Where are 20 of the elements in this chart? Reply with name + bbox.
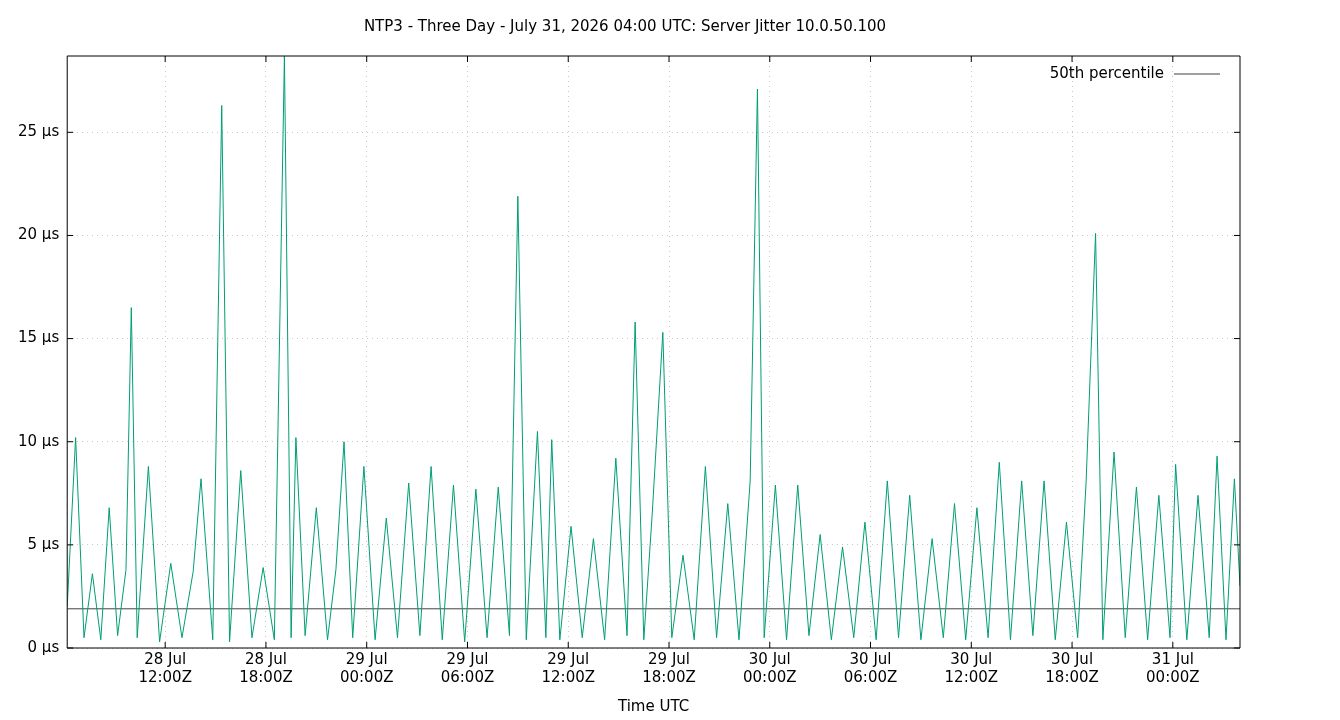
y-tick-label: 25 µs: [17, 122, 60, 141]
x-axis-title: Time UTC: [617, 696, 690, 715]
y-tick-label: 15 µs: [17, 328, 60, 347]
x-tick-label: 28 Jul 18:00Z: [239, 649, 293, 686]
x-tick-label: 31 Jul 00:00Z: [1146, 649, 1200, 686]
x-tick-label: 29 Jul 00:00Z: [339, 649, 394, 686]
x-tick-label: 30 Jul 12:00Z: [944, 649, 999, 686]
x-tick-label: 28 Jul 12:00Z: [138, 649, 192, 686]
x-tick-label: 29 Jul 12:00Z: [541, 649, 595, 686]
y-tick-label: 10 µs: [17, 431, 60, 450]
y-tick-label: 5 µs: [27, 534, 60, 553]
x-tick-label: 30 Jul 06:00Z: [843, 649, 898, 686]
x-tick-label: 29 Jul 06:00Z: [440, 649, 495, 686]
x-tick-label: 30 Jul 18:00Z: [1045, 649, 1099, 686]
y-tick-label: 20 µs: [17, 225, 60, 244]
x-tick-label: 29 Jul 18:00Z: [642, 649, 696, 686]
x-tick-label: 30 Jul 00:00Z: [743, 649, 797, 686]
y-tick-label: 0 µs: [27, 637, 60, 656]
chart-title: NTP3 - Three Day - July 31, 2026 04:00 UTC: Server Jitter 10.0.50.100: [363, 16, 887, 35]
legend-label: 50th percentile: [1049, 63, 1164, 82]
